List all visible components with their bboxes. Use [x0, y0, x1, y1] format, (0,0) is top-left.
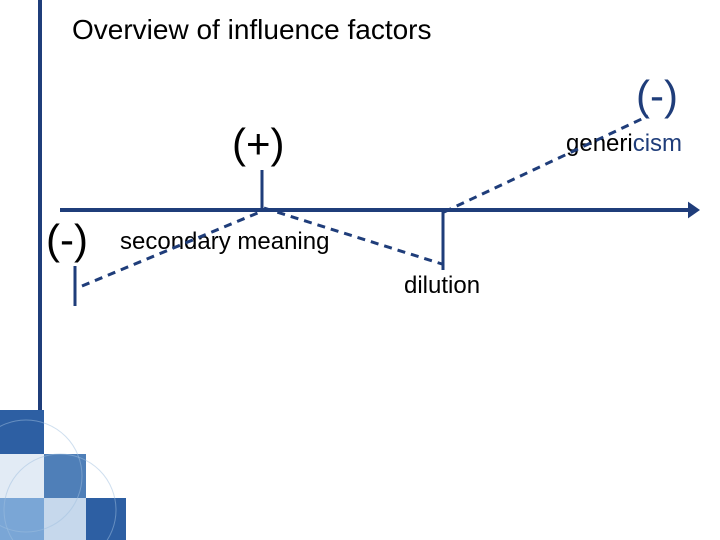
corner-square-2 — [0, 454, 44, 498]
corner-art — [0, 410, 130, 540]
label-genericism: genericism — [566, 130, 682, 158]
label-genericism-part-a: generi — [566, 130, 633, 157]
label-genericism-part-b: cism — [633, 130, 682, 157]
corner-square-4 — [86, 498, 126, 540]
sign-minus-left: (-) — [46, 216, 88, 264]
axis-arrowhead — [688, 202, 700, 219]
label-secondary-meaning: secondary meaning — [120, 228, 329, 256]
corner-square-0 — [0, 498, 44, 540]
sign-minus-top-right: (-) — [636, 72, 678, 120]
corner-square-5 — [0, 410, 44, 454]
corner-square-1 — [44, 498, 86, 540]
label-dilution: dilution — [404, 272, 480, 300]
slide: Overview of influence factors (+) (-) (-… — [0, 0, 720, 540]
sign-plus: (+) — [232, 120, 285, 168]
slide-title: Overview of influence factors — [72, 14, 432, 46]
